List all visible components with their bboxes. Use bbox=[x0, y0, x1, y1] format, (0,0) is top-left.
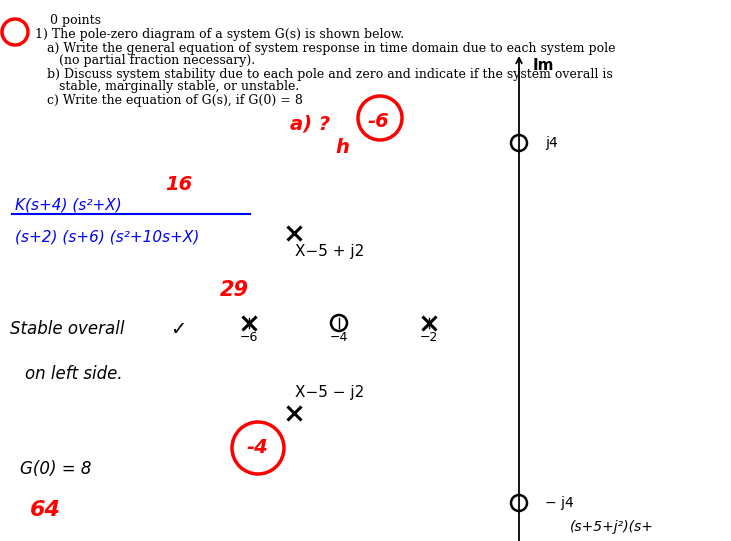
Text: −6: −6 bbox=[240, 331, 258, 344]
Text: 0 points: 0 points bbox=[50, 14, 101, 27]
Text: c) Write the equation of G(s), if G(0) = 8: c) Write the equation of G(s), if G(0) =… bbox=[35, 94, 303, 107]
Text: K(s+4) (s²+X): K(s+4) (s²+X) bbox=[15, 197, 122, 212]
Text: -6: -6 bbox=[368, 112, 390, 131]
Text: -4: -4 bbox=[247, 438, 269, 457]
Text: ✓: ✓ bbox=[170, 320, 186, 339]
Circle shape bbox=[511, 135, 527, 151]
Text: a) Write the general equation of system response in time domain due to each syst: a) Write the general equation of system … bbox=[35, 42, 616, 55]
Text: 29: 29 bbox=[220, 280, 249, 300]
Text: 1) The pole-zero diagram of a system G(s) is shown below.: 1) The pole-zero diagram of a system G(s… bbox=[35, 28, 404, 41]
Text: on left side.: on left side. bbox=[25, 365, 123, 383]
Text: j4: j4 bbox=[545, 136, 558, 150]
Text: Stable overall: Stable overall bbox=[10, 320, 124, 338]
Text: − j4: − j4 bbox=[545, 496, 574, 510]
Text: (s+5+j²)(s+: (s+5+j²)(s+ bbox=[570, 520, 654, 534]
Text: (no partial fraction necessary).: (no partial fraction necessary). bbox=[35, 54, 255, 67]
Text: G(0) = 8: G(0) = 8 bbox=[20, 460, 91, 478]
Text: (s+2) (s+6) (s²+10s+X): (s+2) (s+6) (s²+10s+X) bbox=[15, 230, 200, 245]
Text: X−5 − j2: X−5 − j2 bbox=[295, 385, 364, 400]
Text: a) ?: a) ? bbox=[290, 115, 330, 134]
Circle shape bbox=[331, 315, 347, 331]
Text: 16: 16 bbox=[165, 175, 192, 194]
Text: Im: Im bbox=[532, 57, 554, 72]
Text: stable, marginally stable, or unstable.: stable, marginally stable, or unstable. bbox=[35, 80, 299, 93]
Text: 64: 64 bbox=[30, 500, 61, 520]
Text: b) Discuss system stability due to each pole and zero and indicate if the system: b) Discuss system stability due to each … bbox=[35, 68, 613, 81]
Text: X−5 + j2: X−5 + j2 bbox=[295, 244, 364, 259]
Text: h: h bbox=[335, 138, 349, 157]
Text: −4: −4 bbox=[330, 331, 348, 344]
Circle shape bbox=[511, 495, 527, 511]
Text: −2: −2 bbox=[420, 331, 438, 344]
